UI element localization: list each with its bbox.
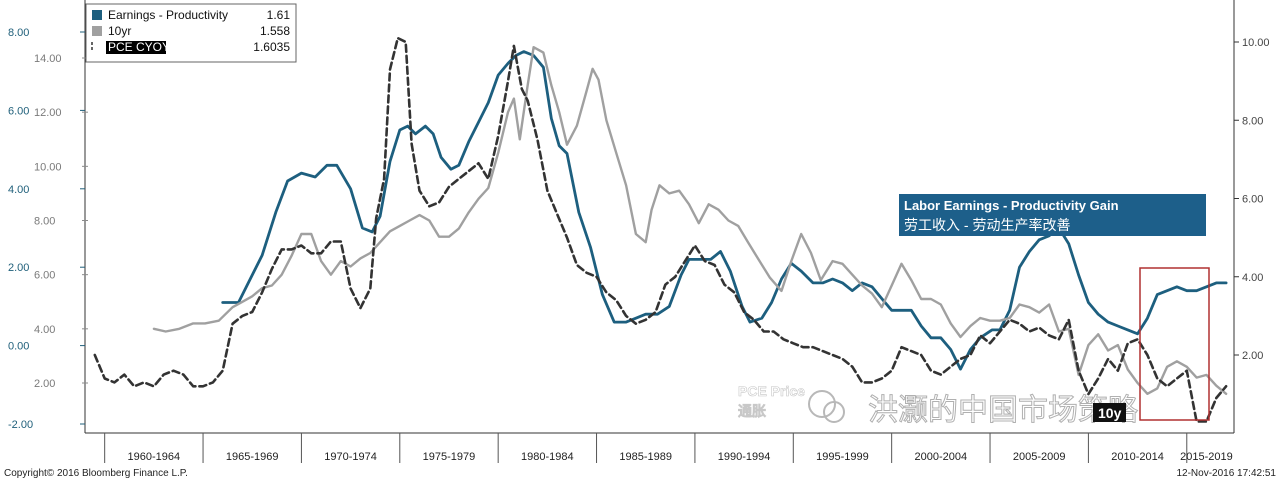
series-line-10yr [152,46,1228,395]
callout-background [899,194,1206,236]
x-period-label: 1990-1994 [718,451,771,463]
wechat-icon [808,390,836,418]
legend-value-earnings: 1.61 [267,8,291,22]
x-period-label: 1995-1999 [816,451,869,463]
callout-subtitle: 劳工收入 - 劳动生产率改善 [904,217,1070,233]
mid-axis-tick-label: 2.00 [34,378,55,390]
x-period-label: 1960-1964 [128,451,181,463]
x-period-label: 1965-1969 [226,451,279,463]
legend-swatch-earnings [92,10,102,20]
ten-year-label-background [1093,403,1126,422]
pce-label-background [735,380,831,420]
x-period-label: 2005-2009 [1013,451,1066,463]
pce-label: PCE Price 通胀 [735,380,831,420]
mid-axis-tick-label: 10.00 [34,161,62,173]
ten-year-label-text: 10y [1098,405,1122,421]
ten-year-label: 10y [1093,403,1126,422]
right-axis-tick-label: 6.00 [1242,194,1263,206]
wechat-icon-secondary [823,401,845,423]
left-axis-tick-label: -2.00 [8,419,33,431]
x-period-label: 2000-2004 [915,451,968,463]
mid-axis-tick-label: 8.00 [34,216,55,228]
mid-axis-tick-label: 4.00 [34,324,55,336]
legend-entry-pce: PCE CYOY 1.6035 [91,40,290,54]
right-axis-tick-label: 2.00 [1242,350,1263,362]
right-axis-tick-label: 4.00 [1242,272,1263,284]
footer-copyright: Copyright© 2016 Bloomberg Finance L.P. [4,468,188,479]
highlight-box [1139,267,1210,421]
right-axis-tick-label: 10.00 [1242,37,1270,49]
x-period-label: 1975-1979 [423,451,476,463]
left-axis-tick-label: 6.00 [8,105,29,117]
legend-label-10yr: 10yr [108,24,131,38]
x-period-label: 1980-1984 [521,451,574,463]
callout-box: Labor Earnings - Productivity Gain 劳工收入 … [899,194,1206,236]
left-axis-tick-label: 0.00 [8,341,29,353]
x-period-label: 2010-2014 [1111,451,1164,463]
legend: Earnings - Productivity 1.61 10yr 1.558 … [85,3,297,63]
x-period-label: 1985-1989 [619,451,672,463]
legend-label-pce: PCE CYOY [108,40,170,54]
pce-label-line1: PCE Price [738,383,805,399]
legend-label-earnings: Earnings - Productivity [108,8,228,22]
mid-axis-tick-label: 14.00 [34,53,62,65]
mid-axis-tick-label: 6.00 [34,270,55,282]
legend-swatch-10yr [92,26,102,36]
mid-axis-tick-label: 12.00 [34,107,62,119]
legend-label-pce-background [106,41,166,54]
legend-entry-10yr: 10yr 1.558 [92,24,290,38]
pce-label-line2: 通胀 [738,403,766,419]
legend-entry-earnings: Earnings - Productivity 1.61 [92,8,290,22]
right-axis-tick-label: 8.00 [1242,115,1263,127]
series-line-pce-cyoy [93,36,1228,423]
left-axis-tick-label: 2.00 [8,262,29,274]
axes-layer: 8.00 6.00 4.00 2.00 0.00 -2.00 14.00 12.00 10.00… [8,0,1270,463]
left-axis-tick-label: 4.00 [8,184,29,196]
left-axis-tick-label: 8.00 [8,27,29,39]
x-period-label: 1970-1974 [324,451,377,463]
legend-value-pce: 1.6035 [253,40,290,54]
footer-timestamp: 12-Nov-2016 17:42:51 [1176,468,1276,479]
x-period-label: 2015-2019 [1180,451,1233,463]
callout-title: Labor Earnings - Productivity Gain [904,198,1119,213]
legend-value-10yr: 1.558 [260,24,290,38]
